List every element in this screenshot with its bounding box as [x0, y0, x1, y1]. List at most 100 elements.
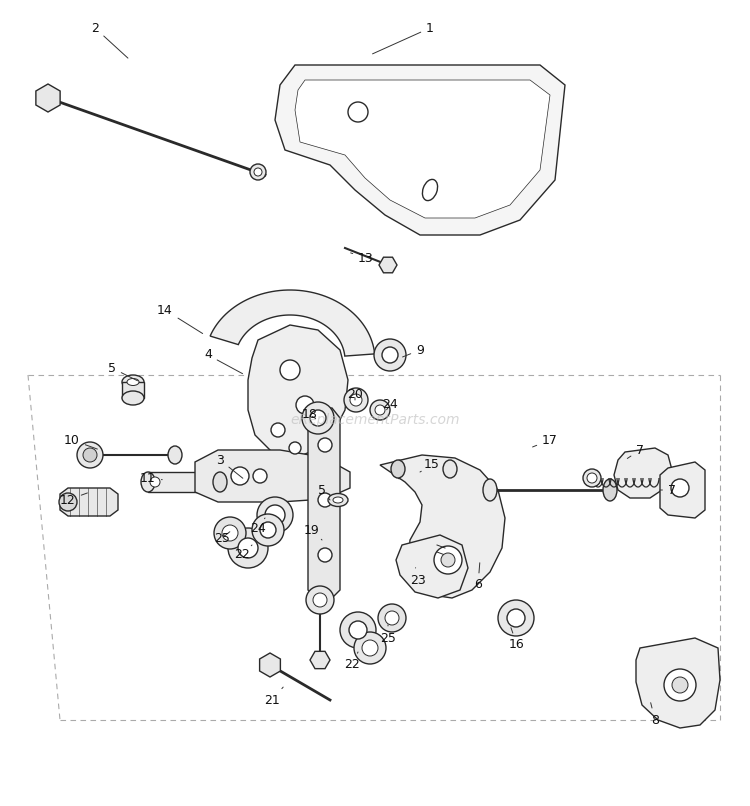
Text: 9: 9 [403, 343, 424, 357]
Text: 19: 19 [304, 524, 322, 540]
Text: eReplacementParts.com: eReplacementParts.com [290, 413, 460, 427]
Circle shape [265, 505, 285, 525]
Polygon shape [379, 257, 397, 272]
Polygon shape [614, 448, 672, 498]
Text: 11: 11 [140, 472, 162, 484]
Ellipse shape [127, 379, 139, 385]
Text: 20: 20 [347, 388, 363, 401]
Circle shape [83, 448, 97, 462]
Circle shape [375, 405, 385, 415]
Polygon shape [308, 408, 340, 600]
Circle shape [441, 553, 455, 567]
Circle shape [318, 438, 332, 452]
Circle shape [289, 442, 301, 454]
Circle shape [344, 388, 368, 412]
Polygon shape [396, 535, 468, 598]
Circle shape [318, 493, 332, 507]
Circle shape [348, 102, 368, 122]
Circle shape [434, 546, 462, 574]
Circle shape [664, 669, 696, 701]
Ellipse shape [213, 472, 227, 492]
Text: 8: 8 [651, 703, 659, 726]
Ellipse shape [328, 493, 348, 506]
Text: 21: 21 [264, 687, 284, 707]
Text: 6: 6 [474, 563, 482, 592]
Ellipse shape [122, 391, 144, 405]
Ellipse shape [141, 472, 155, 492]
Circle shape [310, 410, 326, 426]
Circle shape [349, 621, 367, 639]
Circle shape [302, 402, 334, 434]
Circle shape [214, 517, 246, 549]
Circle shape [671, 479, 689, 497]
Circle shape [374, 339, 406, 371]
Text: 13: 13 [351, 251, 374, 264]
Circle shape [507, 609, 525, 627]
Circle shape [253, 469, 267, 483]
Circle shape [254, 168, 262, 176]
Polygon shape [195, 450, 350, 502]
Circle shape [222, 525, 238, 541]
Ellipse shape [483, 479, 497, 501]
Circle shape [260, 522, 276, 538]
Circle shape [238, 538, 258, 558]
Circle shape [378, 604, 406, 632]
Polygon shape [660, 462, 705, 518]
Ellipse shape [603, 479, 617, 501]
Circle shape [77, 442, 103, 468]
Ellipse shape [391, 460, 405, 478]
Circle shape [498, 600, 534, 636]
Ellipse shape [168, 446, 182, 464]
Ellipse shape [422, 180, 437, 201]
Circle shape [385, 611, 399, 625]
Circle shape [362, 640, 378, 656]
Polygon shape [380, 455, 505, 598]
Text: 24: 24 [382, 398, 398, 412]
Text: 25: 25 [214, 531, 230, 545]
Text: 15: 15 [420, 459, 440, 472]
Text: 7: 7 [627, 443, 644, 459]
Polygon shape [122, 382, 144, 398]
Polygon shape [36, 84, 60, 112]
Text: 3: 3 [216, 454, 243, 478]
Circle shape [318, 548, 332, 562]
Polygon shape [148, 472, 220, 492]
Circle shape [228, 528, 268, 568]
Circle shape [370, 400, 390, 420]
Text: 17: 17 [532, 434, 558, 447]
Polygon shape [295, 80, 550, 218]
Text: 25: 25 [380, 625, 396, 645]
Ellipse shape [122, 375, 144, 389]
Text: 16: 16 [509, 628, 525, 651]
Text: 18: 18 [302, 409, 318, 422]
Circle shape [59, 493, 77, 511]
Text: 2: 2 [91, 22, 128, 58]
Circle shape [382, 347, 398, 363]
Polygon shape [398, 460, 450, 478]
Polygon shape [636, 638, 720, 728]
Circle shape [587, 473, 597, 483]
Text: 22: 22 [234, 545, 252, 562]
Circle shape [306, 586, 334, 614]
Circle shape [250, 164, 266, 180]
Text: 7: 7 [660, 484, 676, 496]
Circle shape [252, 514, 284, 546]
Text: 1: 1 [373, 22, 434, 54]
Circle shape [280, 360, 300, 380]
Circle shape [354, 632, 386, 664]
Circle shape [583, 469, 601, 487]
Ellipse shape [443, 460, 457, 478]
Circle shape [340, 612, 376, 648]
Circle shape [313, 593, 327, 607]
Text: 14: 14 [158, 304, 203, 334]
Text: 5: 5 [318, 484, 330, 500]
Text: 4: 4 [204, 348, 242, 374]
Circle shape [672, 677, 688, 693]
Text: 12: 12 [60, 493, 88, 506]
Polygon shape [260, 653, 280, 677]
Circle shape [257, 497, 293, 533]
Ellipse shape [333, 497, 343, 503]
Circle shape [350, 394, 362, 406]
Circle shape [296, 396, 314, 414]
Polygon shape [275, 65, 565, 235]
